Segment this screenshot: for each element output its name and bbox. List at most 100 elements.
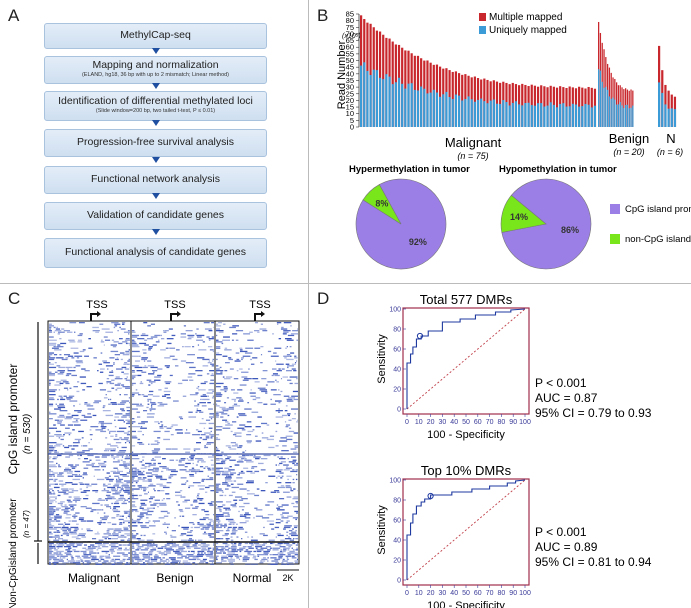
heatmap-cell (227, 526, 232, 529)
heatmap-cell (84, 370, 90, 372)
heatmap-cell (74, 410, 82, 412)
heatmap-cell (267, 381, 275, 383)
heatmap-cell (98, 382, 103, 385)
heatmap-cell (206, 555, 214, 557)
heatmap-cell (65, 416, 74, 418)
heatmap-cell (192, 346, 195, 348)
heatmap-cell (127, 544, 130, 546)
heatmap-cell (253, 555, 257, 557)
heatmap-cell (64, 418, 72, 420)
heatmap-cell (104, 477, 109, 479)
heatmap-cell (132, 426, 140, 428)
heatmap-cell (171, 560, 179, 562)
heatmap-cell (202, 438, 208, 441)
heatmap-cell (146, 507, 154, 509)
heatmap-cell (284, 357, 287, 359)
heatmap-cell (60, 534, 63, 537)
heatmap-cell (259, 533, 265, 535)
heatmap-cell (120, 539, 125, 541)
bar-unique (518, 104, 521, 127)
heatmap-cell (132, 384, 134, 386)
heatmap-cell (85, 507, 92, 509)
heatmap-cell (269, 435, 275, 437)
heatmap-cell (270, 557, 277, 559)
heatmap-cell (236, 536, 239, 538)
heatmap-cell (83, 368, 86, 370)
heatmap-cell (66, 514, 72, 516)
heatmap-cell (190, 470, 199, 473)
heatmap-cell (141, 421, 148, 423)
heatmap-cell (49, 432, 51, 434)
heatmap-cell (151, 406, 153, 409)
pie-slice (500, 194, 547, 233)
heatmap-cell (148, 390, 154, 393)
heatmap-cell (255, 458, 260, 460)
heatmap-cell (95, 555, 97, 557)
heatmap-cell (49, 411, 51, 413)
heatmap-cell (139, 514, 144, 516)
heatmap-cell (238, 510, 240, 513)
heatmap-cell (113, 555, 121, 557)
heatmap-cell (225, 488, 229, 490)
heatmap-cell (141, 464, 145, 466)
heatmap-cell (57, 494, 61, 497)
roc-y-tick-label: 0 (397, 407, 401, 414)
heatmap-cell (195, 539, 197, 541)
heatmap-cell (126, 406, 130, 409)
heatmap-cell (216, 517, 219, 519)
heatmap-cell (88, 448, 93, 450)
heatmap-cell (95, 429, 104, 431)
roc-operating-point (416, 332, 424, 340)
heatmap-cell (111, 387, 115, 389)
heatmap-cell (124, 486, 130, 489)
heatmap-cell (154, 499, 160, 501)
heatmap-cell (208, 330, 213, 332)
heatmap-cell (281, 504, 289, 506)
heatmap-cell (222, 376, 225, 378)
heatmap-cell (116, 486, 121, 489)
heatmap-cell (178, 461, 182, 463)
heatmap-cell (143, 490, 146, 492)
roc-y-tick-label: 40 (393, 367, 401, 374)
heatmap-cell (204, 328, 212, 330)
group-label-malignant: Malignant (445, 135, 502, 150)
heatmap-cell (115, 389, 118, 391)
heatmap-cell (281, 326, 284, 329)
heatmap-cell (53, 475, 55, 477)
heatmap-cell (104, 504, 109, 506)
heatmap-cell (102, 405, 106, 407)
heatmap-cell (279, 462, 283, 465)
heatmap-cell (69, 322, 77, 324)
heatmap-cell (245, 549, 249, 551)
heatmap-cell (49, 442, 57, 444)
heatmap-cell (152, 370, 158, 372)
heatmap-cell (148, 346, 154, 348)
bar-unique (578, 106, 581, 127)
heatmap-cell (54, 445, 61, 447)
heatmap-cell (243, 555, 248, 557)
heatmap-cell (57, 416, 66, 418)
bar-unique (555, 107, 559, 127)
bar-unique (372, 69, 375, 127)
heatmap-cell (230, 542, 234, 545)
heatmap-cell (239, 550, 242, 553)
heatmap-cell (195, 370, 203, 372)
scale-bar-label: 2K (282, 573, 293, 583)
heatmap-cell (255, 440, 262, 442)
heatmap-cell (197, 554, 205, 556)
heatmap-cell (125, 419, 130, 421)
heatmap-cell (150, 323, 156, 325)
heatmap-cell (110, 542, 119, 545)
heatmap-cell (292, 482, 295, 484)
heatmap-cell (274, 379, 277, 381)
heatmap-cell (210, 363, 214, 365)
heatmap-cell (75, 360, 83, 362)
heatmap-cell (132, 408, 138, 410)
heatmap-cell (154, 456, 162, 458)
heatmap-cell (293, 398, 298, 401)
heatmap-cell (87, 408, 95, 410)
heatmap-cell (155, 475, 163, 477)
heatmap-cell (148, 384, 151, 386)
heatmap-cell (175, 494, 182, 497)
heatmap-cell (106, 530, 110, 532)
